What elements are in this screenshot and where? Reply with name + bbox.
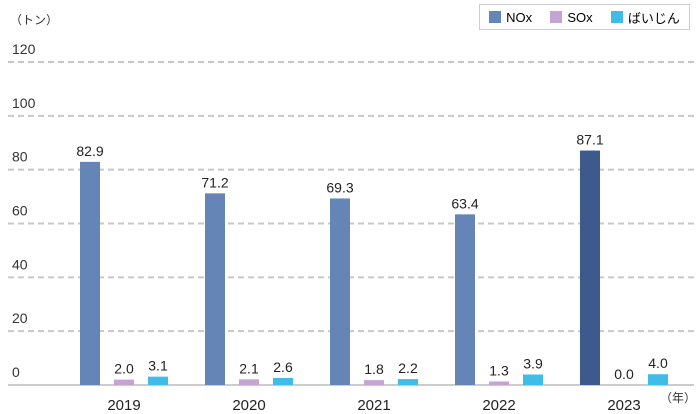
value-label-nox-2020: 71.2 [201, 174, 228, 190]
legend-swatch-sox [550, 11, 563, 23]
y-tick-120: 120 [12, 41, 36, 57]
x-tick-labels: 2019 2020 2021 2022 2023 [107, 397, 640, 414]
bar-nox-2023 [580, 150, 600, 385]
value-label-sox-2021: 1.8 [364, 361, 384, 377]
legend-label-dust: ばいじん [627, 10, 680, 26]
bar-dust-2023 [648, 374, 668, 385]
value-label-nox-2021: 69.3 [326, 179, 353, 195]
y-tick-40: 40 [12, 256, 28, 272]
y-tick-80: 80 [12, 149, 28, 165]
y-tick-100: 100 [12, 95, 36, 111]
legend-label-sox: SOx [567, 9, 593, 25]
y-tick-labels: 0 20 40 60 80 100 120 [12, 41, 36, 380]
y-tick-60: 60 [12, 203, 28, 219]
bar-sox-2019 [114, 379, 134, 385]
bar-dust-2022 [523, 374, 543, 385]
value-label-dust-2023: 4.0 [648, 355, 668, 371]
value-label-nox-2023: 87.1 [576, 132, 603, 148]
value-label-dust-2020: 2.6 [273, 359, 293, 375]
x-tick-2020: 2020 [232, 397, 265, 414]
legend-item-dust: ばいじん [610, 8, 680, 27]
value-label-dust-2019: 3.1 [148, 358, 168, 374]
y-axis-label: （トン） [10, 13, 58, 27]
value-label-nox-2022: 63.4 [451, 195, 478, 211]
x-tick-2022: 2022 [482, 397, 515, 414]
bar-nox-2019 [80, 161, 100, 385]
bar-sox-2021 [364, 380, 384, 385]
legend-label-nox: NOx [506, 9, 533, 25]
gridlines [8, 61, 694, 386]
value-label-nox-2019: 82.9 [76, 143, 103, 159]
bar-dust-2019 [148, 376, 168, 385]
value-label-sox-2023: 0.0 [614, 366, 634, 382]
x-axis-label: （年） [660, 391, 696, 405]
bar-nox-2021 [330, 198, 350, 385]
value-label-dust-2022: 3.9 [523, 356, 543, 372]
bar-dust-2020 [273, 378, 293, 385]
y-tick-0: 0 [12, 364, 20, 380]
bars [80, 150, 668, 385]
bar-dust-2021 [398, 379, 418, 385]
x-tick-2023: 2023 [607, 397, 640, 414]
legend-swatch-dust [610, 11, 623, 23]
value-label-dust-2021: 2.2 [398, 360, 418, 376]
x-tick-2021: 2021 [357, 397, 390, 414]
bar-sox-2022 [489, 381, 509, 385]
y-tick-20: 20 [12, 310, 28, 326]
legend-swatch-nox [489, 11, 502, 23]
bar-sox-2020 [239, 379, 259, 385]
legend-item-nox: NOx [489, 10, 532, 25]
bar-nox-2020 [205, 193, 225, 385]
value-label-sox-2019: 2.0 [114, 361, 134, 377]
value-labels: 82.9 2.0 3.1 71.2 2.1 2.6 69.3 1.8 2.2 63.4 1.3 3.9… [76, 132, 668, 382]
value-label-sox-2022: 1.3 [489, 363, 509, 379]
x-tick-2019: 2019 [107, 397, 140, 414]
value-label-sox-2020: 2.1 [239, 360, 259, 376]
bar-nox-2022 [455, 214, 475, 385]
legend: NOx SOx ばいじん [479, 4, 690, 30]
legend-item-sox: SOx [550, 9, 593, 25]
